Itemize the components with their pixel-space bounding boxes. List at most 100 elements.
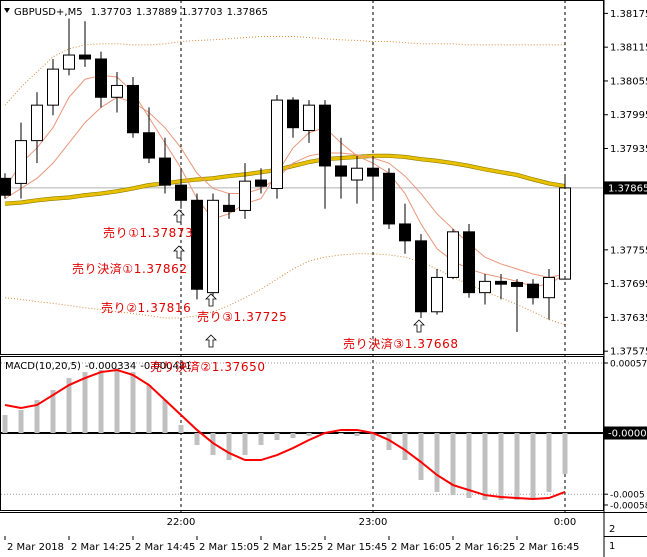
macd-bar [274,433,280,440]
zero-box [604,426,647,440]
symbol-icon [4,8,10,13]
candle-body [159,157,171,186]
macd-bar [450,433,456,496]
arrow [413,319,425,333]
candle-body [95,58,107,98]
candle-body [463,231,475,294]
chart-header: GBPUSD+,M5 1.37703 1.37889 1.37703 1.37865 [14,7,268,18]
annotation: 売り①1.37873 [103,225,193,240]
candle-body [15,140,27,184]
candle-body [111,84,123,98]
arrow [205,334,217,348]
y-tick-label: 1.37575 [610,347,647,358]
price-plot [1,18,603,333]
close-value: 1.37865 [227,7,268,18]
y-tick-label: 1.37695 [610,279,647,290]
y-tick-label: 1.37755 [610,245,647,256]
candle-body [399,223,411,242]
y-tick-label: 1.37635 [610,313,647,324]
macd-signal-value: -0.000481 [140,361,191,372]
candle-body [127,84,139,134]
window-label: 1 [609,541,615,552]
candle-body [527,283,539,299]
x2-tick-label: 0:00 [554,517,576,528]
annotation: 売り決済②1.37650 [150,359,266,374]
macd-bar [50,390,56,434]
macd-bar [114,368,120,434]
macd-bar [98,369,104,434]
y-tick-label: 1.37935 [610,144,647,155]
signal-line [4,368,566,500]
candle-body [479,280,491,294]
macd-bar [306,433,312,437]
x-tick-label: 2 Mar 2018 [7,542,64,553]
macd-bar [162,399,168,434]
candle-body [543,276,555,299]
y-tick-label: 0.000572 [610,359,647,369]
macd-bar [130,372,136,434]
annotation: 売り③1.37725 [197,309,287,324]
macd-bar [2,415,8,434]
y-tick-label: 1.38115 [610,43,647,54]
indicator-line [4,154,566,206]
macd-bar [194,433,200,446]
x-tick-label: 2 Mar 16:05 [391,542,451,553]
arrow [173,245,185,259]
x-tick-label: 2 Mar 15:45 [327,542,387,553]
candle-body [239,180,251,211]
low-value: 1.37703 [181,7,222,18]
candle-body [47,68,59,106]
annotation: 売り②1.37816 [101,300,191,315]
macd-bar [482,433,488,500]
candle-body [31,104,43,142]
candle-body [143,132,155,159]
candle-body [1,177,11,196]
candle-body [271,99,283,189]
macd-bar [146,385,152,434]
y-tick-label: -0.000588 [610,501,647,511]
macd-bar [18,409,24,434]
candle-body [447,231,459,278]
candle-body [303,104,315,131]
macd-bar [514,433,520,500]
candle-body [63,54,75,70]
macd-bar [242,433,248,456]
annotation: 売り決済③1.37668 [343,336,459,351]
candle-body [191,199,203,290]
macd-bar [418,433,424,481]
macd-bar [402,433,408,461]
macd-bar [338,433,344,434]
macd-bar [290,433,296,439]
candle-body [495,280,507,285]
macd-bar [466,433,472,499]
high-value: 1.37889 [136,7,177,18]
chart-title: GBPUSD+,M5 [14,7,83,18]
x-tick-label: 2 Mar 15:05 [199,542,259,553]
current-price-label: 1.37865 [608,183,647,194]
x-tick-label: 2 Mar 15:25 [263,542,323,553]
macd-bar [562,433,568,474]
candle-body [415,240,427,313]
macd-bar [498,433,504,500]
x2-tick-label: 23:00 [359,517,388,528]
macd-bar [82,372,88,434]
candle-body [431,276,443,313]
x-tick-label: 2 Mar 14:25 [71,542,131,553]
x-tick-label: 2 Mar 16:45 [519,542,579,553]
x-tick-label: 2 Mar 14:45 [135,542,195,553]
y-tick-label: 1.38175 [610,9,647,20]
x2-tick-label: 22:00 [167,517,196,528]
candle-body [255,179,267,187]
arrow [173,209,185,223]
candle-body [511,281,523,287]
macd-main-value: -0.000334 [85,361,136,372]
indicator-line [4,253,566,326]
macd-title: MACD(10,20,5) [5,361,81,372]
candle-body [319,104,331,167]
candle-body [383,172,395,225]
candle-body [351,167,363,181]
y-tick-label: 1.37995 [610,110,647,121]
open-value: 1.37703 [91,7,132,18]
